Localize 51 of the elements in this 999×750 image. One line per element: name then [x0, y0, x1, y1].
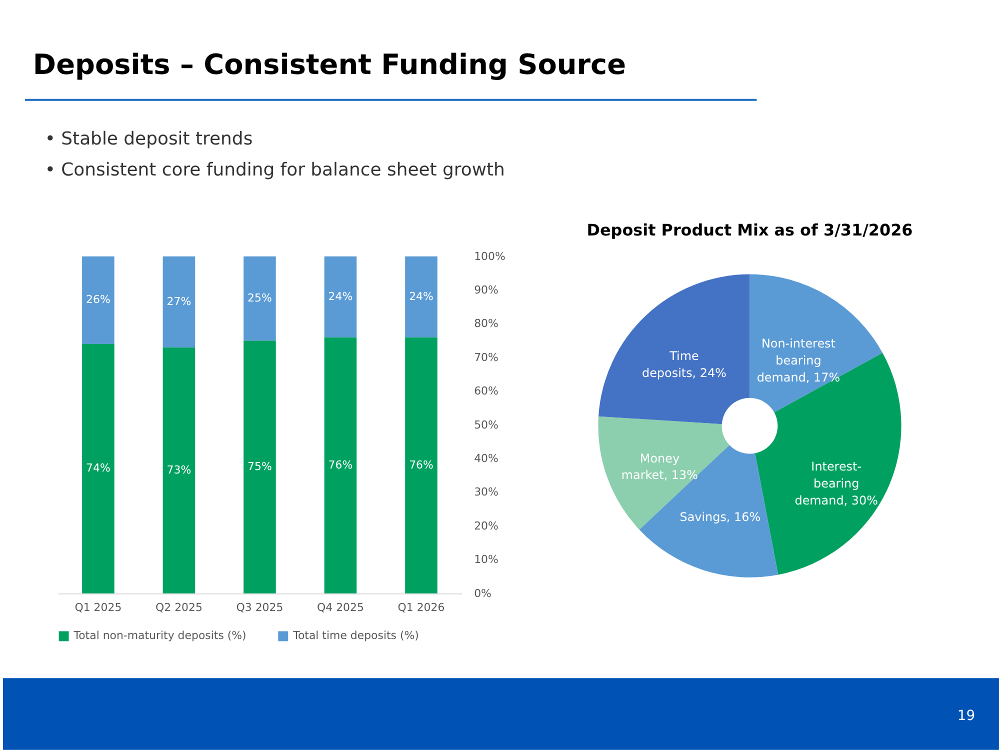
slice-label: Non-interest bearing demand, 17% — [756, 336, 840, 384]
slice-label: Time deposits, 24% — [642, 349, 726, 380]
y-tick-label: 100% — [474, 250, 506, 263]
bar — [244, 256, 276, 341]
x-tick-label: Q3 2025 — [236, 600, 284, 614]
y-tick-label: 60% — [474, 384, 498, 398]
bar — [162, 347, 196, 594]
text: • Stable deposit trends — [44, 128, 253, 150]
data-label: 74% — [86, 462, 110, 475]
y-tick-label: 80% — [474, 317, 498, 330]
bar — [82, 256, 114, 344]
y-tick-label: 50% — [474, 418, 498, 432]
data-label: 26% — [86, 293, 110, 306]
bar — [405, 337, 438, 594]
data-label: 24% — [409, 290, 434, 303]
x-tick-label: Q4 2025 — [317, 600, 364, 614]
data-label: 25% — [248, 291, 272, 304]
y-tick-label: 70% — [474, 350, 498, 364]
x-tick-label: Q1 2025 — [74, 600, 122, 614]
bar — [324, 337, 357, 594]
bar — [324, 256, 357, 338]
bar — [405, 256, 438, 338]
data-label: 76% — [328, 458, 353, 472]
y-tick-label: 0% — [474, 586, 492, 600]
donut-slice — [598, 416, 730, 530]
donut-slice — [598, 274, 750, 424]
data-label: 27% — [166, 294, 192, 308]
y-tick-label: 20% — [474, 519, 498, 532]
x-tick-label: Q1 2026 — [398, 600, 445, 614]
legend-label: Total time deposits (%) — [292, 629, 419, 642]
bar — [244, 340, 276, 594]
y-tick-label: 90% — [474, 284, 498, 297]
chart-title: Deposit Product Mix as of 3/31/2026 — [586, 220, 913, 240]
slice-label: Savings, 16% — [680, 510, 761, 524]
y-tick-label: 10% — [474, 553, 498, 566]
x-tick-label: Q2 2025 — [155, 600, 202, 614]
data-label: 75% — [248, 460, 272, 473]
legend-label: Total non-maturity deposits (%) — [72, 629, 246, 642]
bar — [82, 344, 114, 594]
data-label: 24% — [328, 290, 353, 303]
data-label: 73% — [166, 463, 192, 476]
y-tick-label: 40% — [474, 452, 498, 466]
donut-slice — [750, 274, 883, 412]
y-tick-label: 30% — [474, 486, 498, 499]
text: • Consistent core funding for balance sheet growth — [44, 160, 505, 181]
text: 19 — [957, 708, 976, 724]
bar — [162, 256, 196, 348]
chart-title: Deposits – Consistent Funding Source — [32, 48, 626, 81]
slice-label: Interest-bearing demand, 30% — [794, 460, 878, 508]
data-label: 76% — [409, 458, 434, 472]
slice-label: Money market, 13% — [621, 451, 698, 482]
